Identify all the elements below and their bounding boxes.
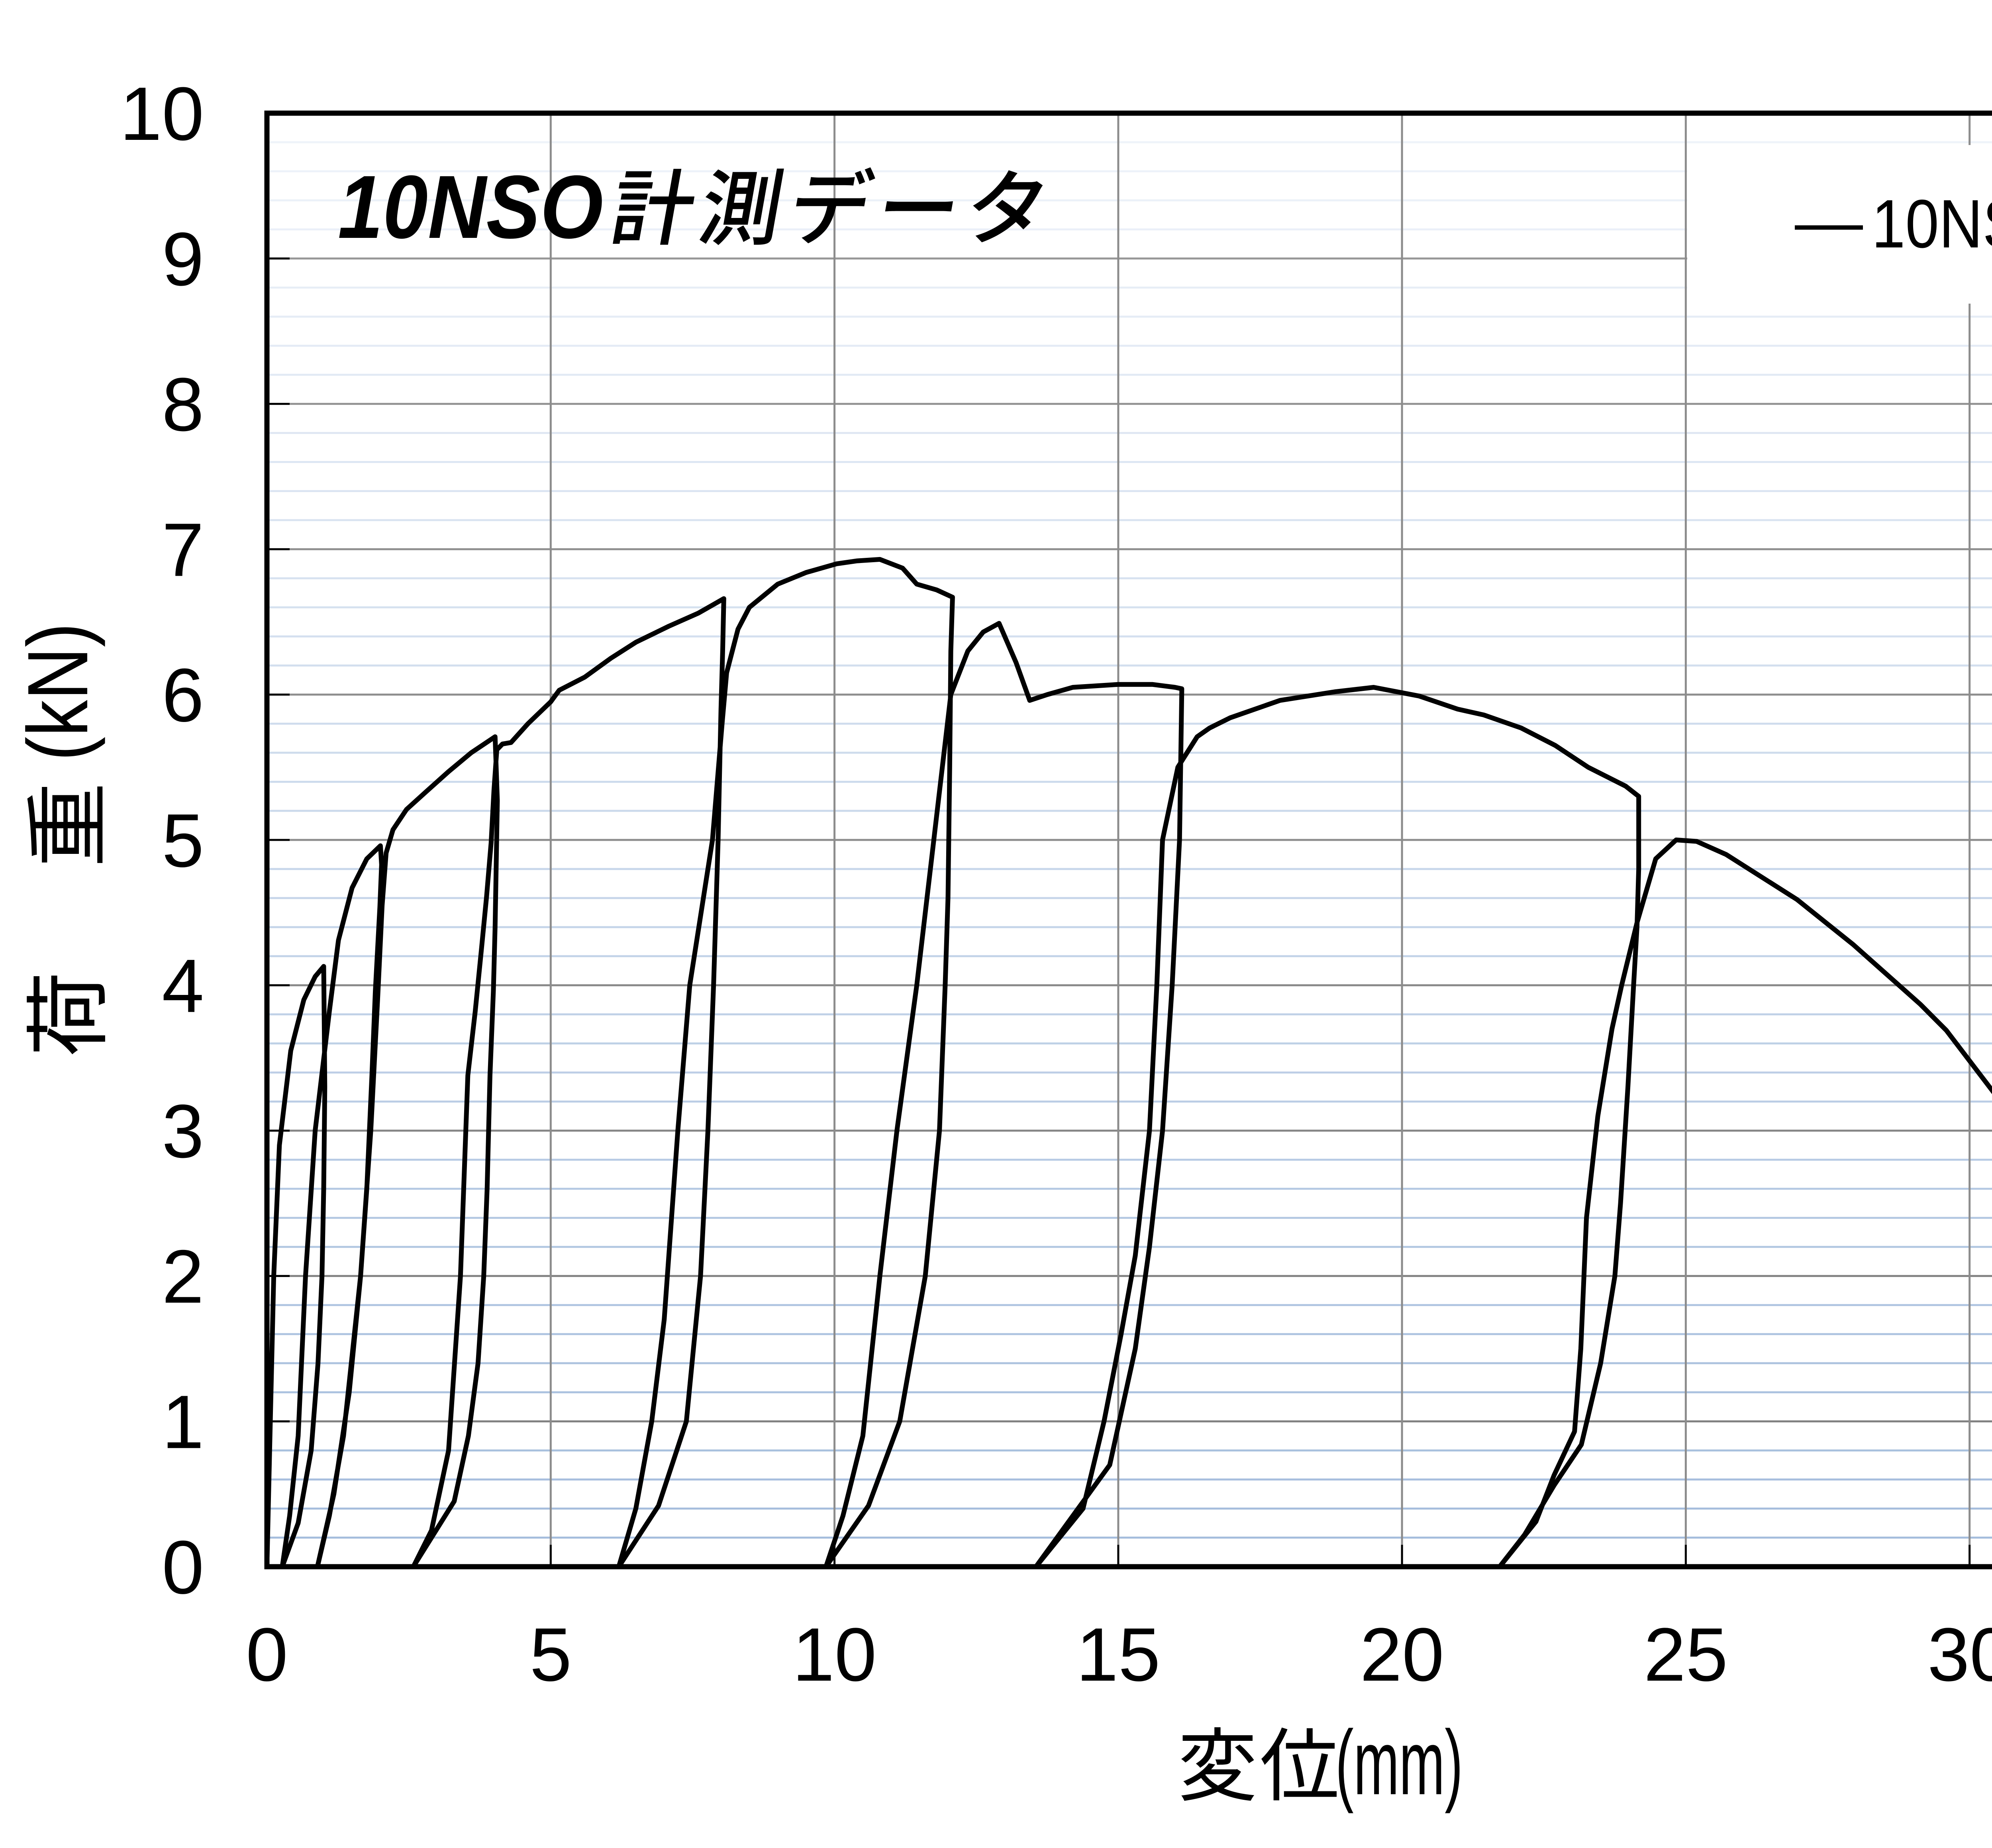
svg-text:0: 0 bbox=[162, 1525, 204, 1610]
svg-text:7: 7 bbox=[162, 508, 204, 592]
svg-text:4: 4 bbox=[162, 944, 204, 1028]
svg-text:3: 3 bbox=[162, 1089, 204, 1174]
svg-text:20: 20 bbox=[1360, 1613, 1444, 1697]
svg-text:15: 15 bbox=[1076, 1613, 1160, 1697]
svg-text:10: 10 bbox=[792, 1613, 876, 1697]
svg-text:25: 25 bbox=[1644, 1613, 1728, 1697]
svg-text:9: 9 bbox=[162, 217, 204, 302]
svg-text:0: 0 bbox=[246, 1613, 288, 1697]
svg-text:(kN): (kN) bbox=[10, 623, 106, 761]
svg-text:1: 1 bbox=[162, 1380, 204, 1464]
svg-text:(mm): (mm) bbox=[1335, 1711, 1463, 1814]
svg-text:2: 2 bbox=[162, 1234, 204, 1319]
svg-text:5: 5 bbox=[162, 798, 204, 883]
svg-text:10NSO: 10NSO bbox=[338, 157, 603, 257]
svg-text:8: 8 bbox=[162, 363, 204, 447]
svg-text:30: 30 bbox=[1927, 1613, 1992, 1697]
svg-text:10: 10 bbox=[120, 72, 204, 156]
svg-text:6: 6 bbox=[162, 653, 204, 738]
svg-text:5: 5 bbox=[529, 1613, 572, 1697]
svg-text:10NSO-3: 10NSO-3 bbox=[1872, 186, 1992, 262]
